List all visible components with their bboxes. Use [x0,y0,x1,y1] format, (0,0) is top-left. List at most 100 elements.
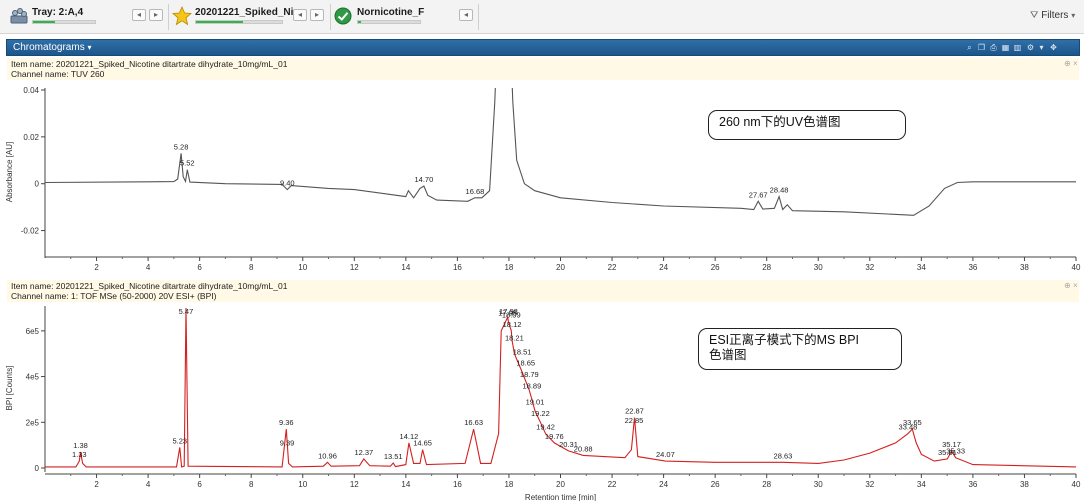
y-tick-label: 2e5 [26,418,40,427]
filter-icon: ⛛ [1030,10,1039,21]
series-line [45,307,1076,468]
y-tick-label: 4e5 [26,373,40,382]
x-tick-label: 28 [762,480,771,489]
peak-label: 16.63 [464,418,483,427]
peak-label: 1.33 [72,450,87,459]
x-tick-label: 26 [711,263,720,272]
peak-label: 18.89 [522,382,541,391]
tray-next-button[interactable]: ▸ [149,9,163,21]
y-axis-label: BPI [Counts] [5,366,14,411]
chart-settings-icon[interactable]: ⚙ [1026,43,1035,52]
pane1-channel-name: Channel name: TUV 260 [11,69,105,79]
compound-progress-fill [358,21,362,23]
zoom-icon[interactable]: ⌕ [967,43,972,52]
peak-label: 1.38 [73,441,88,450]
x-tick-label: 22 [608,263,617,272]
peak-label: 9.36 [279,418,294,427]
x-tick-label: 40 [1072,263,1081,272]
x-tick-label: 38 [1020,263,1029,272]
peak-label: 17.95 [498,308,517,317]
x-tick-label: 30 [814,263,823,272]
peak-label: 18.21 [505,334,524,343]
x-tick-label: 10 [298,480,307,489]
y-axis-label: Absorbance [AU] [5,142,14,202]
peak-label: 35.01 [938,448,957,457]
filters-button[interactable]: ⛛ Filters ▾ [1030,10,1075,21]
check-icon [334,7,352,25]
peak-label: 12.37 [354,448,373,457]
y-tick-label: 0.04 [23,86,39,95]
x-tick-label: 2 [94,263,99,272]
compound-prev-button[interactable]: ◂ [459,9,473,21]
x-axis-label: Retention time [min] [525,493,596,501]
x-tick-label: 36 [968,480,977,489]
x-tick-label: 32 [865,263,874,272]
peak-label: 33.65 [903,418,922,427]
peak-label: 27.67 [749,190,768,199]
x-tick-label: 24 [659,480,668,489]
series-line [45,88,1076,216]
tray-progress [32,20,96,24]
x-tick-label: 10 [298,263,307,272]
x-tick-label: 8 [249,480,254,489]
chromatograms-menu[interactable]: Chromatograms ▾ [13,42,92,53]
x-tick-label: 30 [814,480,823,489]
move-icon[interactable]: ✥ [1050,43,1057,52]
chromatograms-panel-header: Chromatograms ▾ ⌕ ❐ ⎙ ▦ ▥ ⚙ ▾ ✥ [6,39,1080,56]
peak-label: 9.40 [280,179,295,188]
x-tick-label: 6 [197,480,202,489]
peak-label: 5.23 [172,436,187,445]
ms-chart-callout: ESI正离子模式下的MS BPI 色谱图 [698,328,902,370]
sample-next-button[interactable]: ▸ [310,9,324,21]
peak-label: 9.39 [280,439,295,448]
peak-label: 14.70 [415,175,434,184]
x-tick-label: 20 [556,480,565,489]
peak-label: 22.87 [625,407,644,416]
peak-label: 18.12 [503,320,522,329]
peak-label: 28.63 [774,451,793,460]
star-icon [172,6,192,26]
chevron-down-icon[interactable]: ▾ [1039,43,1044,52]
filters-label: Filters [1041,10,1069,21]
peak-label: 18.65 [516,359,535,368]
x-tick-label: 26 [711,480,720,489]
pane2-item-name: Item name: 20201221_Spiked_Nicotine dita… [11,281,288,291]
grid-icon[interactable]: ▦ [1001,43,1010,52]
peak-label: 20.31 [559,440,578,449]
x-tick-label: 36 [968,263,977,272]
chevron-down-icon: ▾ [1071,11,1076,20]
pane2-channel-name: Channel name: 1: TOF MSe (50-2000) 20V E… [11,291,217,301]
peak-label: 33.48 [899,423,918,432]
sample-prev-button[interactable]: ◂ [293,9,307,21]
pane2-pin-icon[interactable]: ⊕ [1064,281,1071,290]
x-tick-label: 14 [401,263,410,272]
peak-label: 19.42 [536,423,555,432]
tray-prev-button[interactable]: ◂ [132,9,146,21]
x-tick-label: 38 [1020,480,1029,489]
x-tick-label: 8 [249,263,254,272]
copy-icon[interactable]: ❐ [977,43,986,52]
pane1-close-icon[interactable]: × [1073,59,1078,68]
print-icon[interactable]: ⎙ [990,43,997,52]
peak-label: 14.12 [400,432,419,441]
bars-icon[interactable]: ▥ [1013,43,1022,52]
x-tick-label: 40 [1072,480,1081,489]
peak-label: 10.96 [318,451,337,460]
x-tick-label: 28 [762,263,771,272]
peak-label: 20.88 [574,444,593,453]
y-tick-label: 0.02 [23,133,39,142]
panel-title: Chromatograms [13,42,85,53]
x-tick-label: 18 [504,263,513,272]
pane2-close-icon[interactable]: × [1073,281,1078,290]
x-tick-label: 24 [659,263,668,272]
chevron-down-icon: ▾ [87,43,92,52]
peak-label: 17.98 [499,307,518,316]
peak-label: 16.68 [466,187,485,196]
pane1-pin-icon[interactable]: ⊕ [1064,59,1071,68]
peak-label: 28.48 [770,186,789,195]
x-tick-label: 16 [453,263,462,272]
ms-callout-line1: ESI正离子模式下的MS BPI [709,333,860,347]
y-tick-label: 0 [35,464,40,473]
x-tick-label: 4 [146,263,151,272]
pane1-info-background [7,58,1079,80]
